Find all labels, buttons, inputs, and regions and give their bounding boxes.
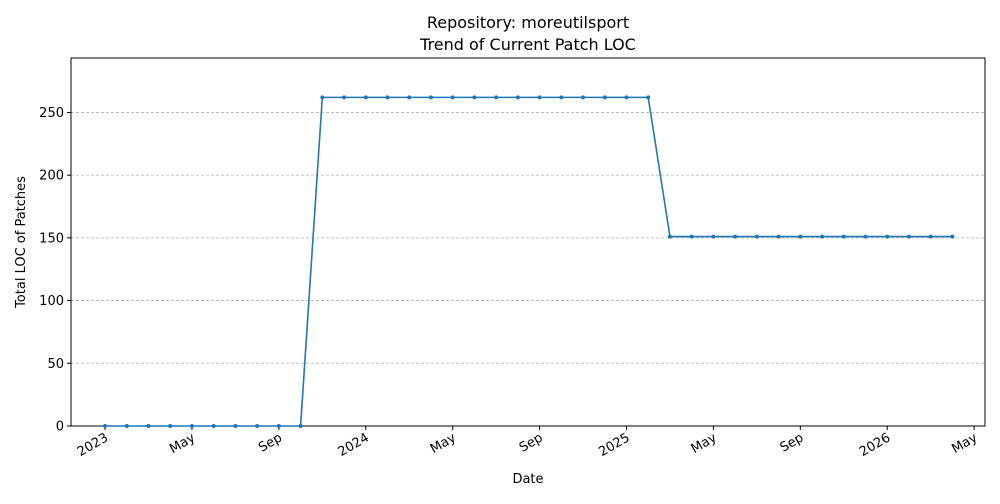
marker — [342, 95, 347, 100]
marker — [689, 234, 694, 239]
marker — [624, 95, 629, 100]
marker — [276, 424, 281, 428]
marker — [385, 95, 390, 100]
marker — [667, 234, 672, 239]
y-tick-label: 0 — [56, 420, 64, 435]
marker — [407, 95, 412, 100]
marker — [581, 95, 586, 100]
marker — [233, 424, 238, 428]
marker — [798, 234, 803, 239]
y-tick-label: 100 — [39, 294, 64, 309]
marker — [841, 234, 846, 239]
marker — [537, 95, 542, 100]
marker — [472, 95, 477, 100]
x-tick-label: May — [167, 430, 198, 457]
marker — [428, 95, 433, 100]
marker — [776, 234, 781, 239]
chart-subtitle: Trend of Current Patch LOC — [419, 35, 636, 54]
marker — [494, 95, 499, 100]
marker — [450, 95, 455, 100]
marker — [168, 424, 173, 428]
marker — [146, 424, 151, 428]
marker — [103, 424, 108, 428]
marker — [711, 234, 716, 239]
x-tick-label: Sep — [778, 430, 807, 455]
marker — [863, 234, 868, 239]
marker — [515, 95, 520, 100]
x-tick-label: Sep — [256, 430, 285, 455]
x-tick-label: May — [689, 430, 720, 457]
x-tick-label: May — [949, 430, 980, 457]
marker — [885, 234, 890, 239]
chart-title: Repository: moreutilsport — [427, 13, 629, 32]
marker — [733, 234, 738, 239]
y-axis-label: Total LOC of Patches — [14, 176, 29, 309]
marker — [363, 95, 368, 100]
marker — [298, 424, 303, 428]
y-tick-label: 50 — [47, 357, 64, 372]
y-tick-label: 250 — [39, 106, 64, 121]
marker — [255, 424, 260, 428]
marker — [602, 95, 607, 100]
line — [105, 96, 953, 427]
marker — [820, 234, 825, 239]
marker — [906, 234, 911, 239]
marker — [559, 95, 564, 100]
marker — [950, 234, 955, 239]
x-axis-label: Date — [512, 472, 543, 487]
y-tick-label: 150 — [39, 231, 64, 246]
x-tick-label: 2023 — [75, 430, 111, 460]
x-tick-label: 2025 — [596, 430, 632, 460]
plot-frame — [70, 57, 986, 427]
marker — [211, 424, 216, 428]
marker — [124, 424, 129, 428]
marker — [646, 95, 651, 100]
x-tick-label: 2026 — [857, 430, 893, 460]
x-tick-label: May — [428, 430, 459, 457]
marker — [754, 234, 759, 239]
x-tick-label: 2024 — [336, 430, 372, 460]
marker — [189, 424, 194, 428]
y-tick-label: 200 — [39, 169, 64, 184]
marker — [320, 95, 325, 100]
x-tick-label: Sep — [517, 430, 546, 455]
marker — [928, 234, 933, 239]
